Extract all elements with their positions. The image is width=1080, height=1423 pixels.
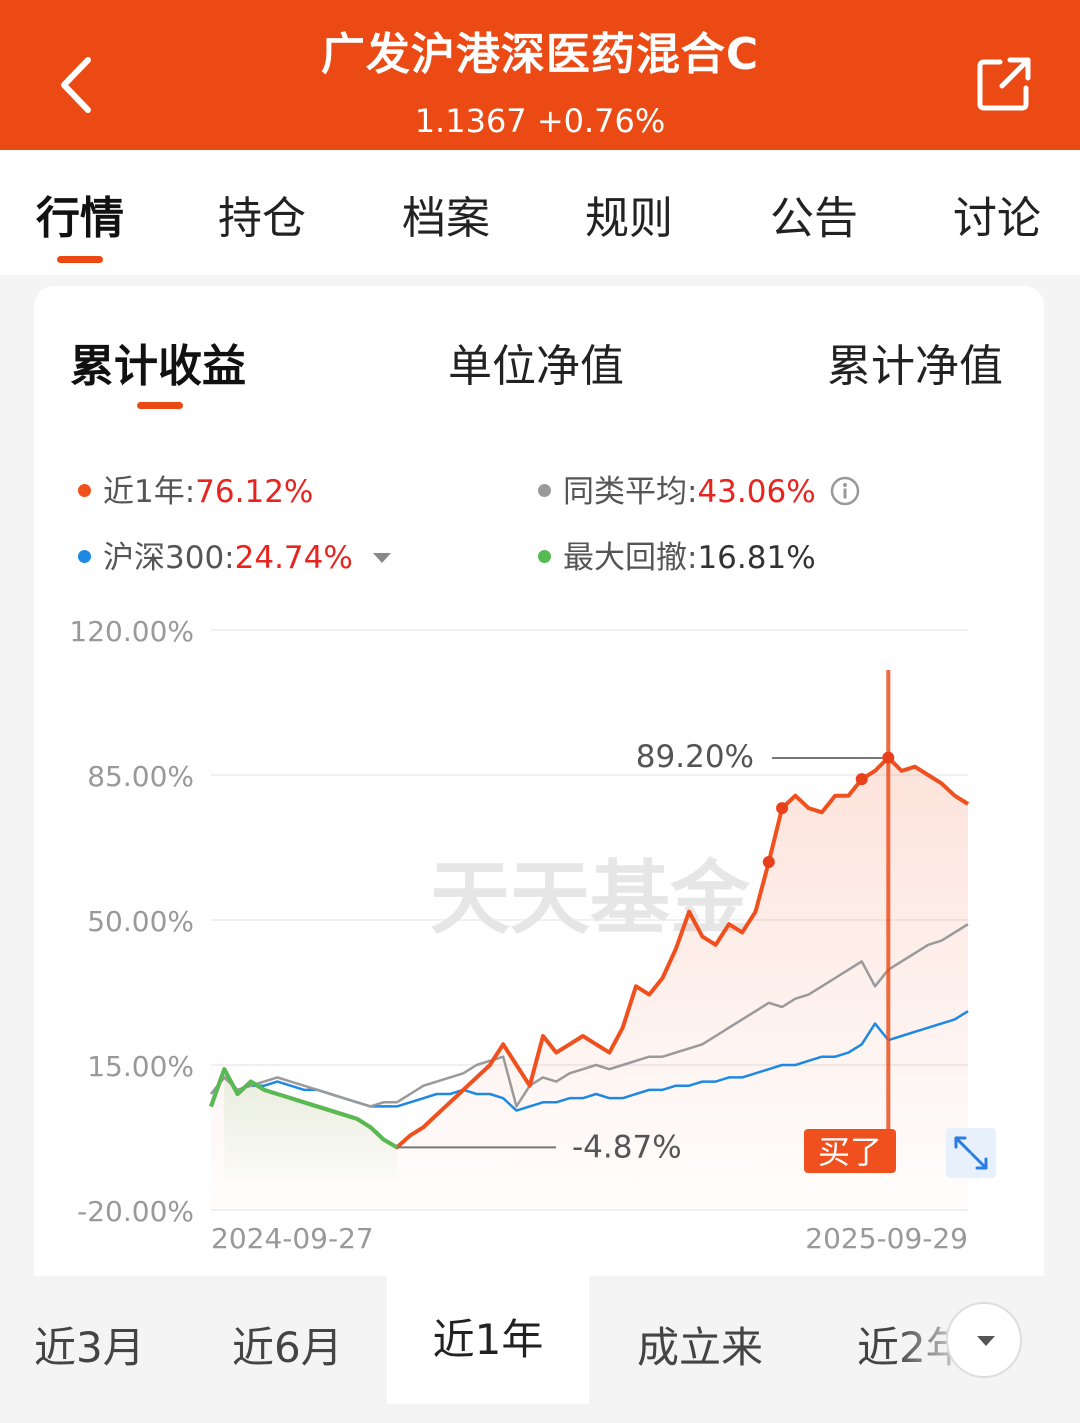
active-subtab-indicator	[137, 402, 183, 409]
legend-index[interactable]: 沪深300:24.74%	[78, 532, 391, 577]
fund-return-value: 76.12%	[195, 474, 314, 510]
buy-tag-label: 买了	[818, 1133, 882, 1171]
app-header: 广发沪港深医药混合C 1.1367 +0.76%	[0, 0, 1080, 150]
tab-rules[interactable]: 规则	[585, 193, 673, 244]
legend-dot	[538, 484, 551, 497]
y-tick-label: 120.00%	[69, 615, 194, 648]
y-tick-label: 15.00%	[87, 1050, 194, 1083]
tab-market[interactable]: 行情	[36, 193, 124, 244]
legend-fund: 近1年:76.12%	[78, 466, 313, 511]
subtab-unit-nav[interactable]: 单位净值	[448, 341, 624, 392]
category-avg-value: 43.06%	[697, 474, 816, 510]
period-selector: 近3月 近6月 近1年 成立来 近2年	[34, 1276, 1044, 1404]
trade-point[interactable]	[855, 773, 868, 786]
legend-max-drawdown: 最大回撤:16.81%	[538, 532, 816, 577]
low-label: -4.87%	[572, 1129, 682, 1165]
trade-point[interactable]	[762, 856, 775, 868]
expand-arrows-icon[interactable]	[946, 1128, 996, 1178]
series-line-1	[210, 923, 969, 1108]
performance-card: 累计收益 单位净值 累计净值 近1年:76.12% 同类平均:43.06% 沪深…	[34, 286, 1044, 1404]
subtab-cumulative-nav[interactable]: 累计净值	[827, 341, 1003, 392]
tab-profile[interactable]: 档案	[402, 193, 490, 244]
period-1y[interactable]: 近1年	[387, 1276, 589, 1404]
info-icon[interactable]	[830, 476, 860, 506]
period-6m[interactable]: 近6月	[232, 1323, 343, 1372]
return-chart[interactable]: 120.00% 85.00% 50.00% 15.00% -20.00% 天天基金 89…	[34, 286, 1044, 1276]
fund-area	[211, 757, 968, 1210]
period-3m[interactable]: 近3月	[34, 1323, 145, 1372]
tab-announcements[interactable]: 公告	[770, 193, 858, 244]
index-return-value: 24.74%	[234, 540, 353, 576]
more-periods-button[interactable]	[946, 1302, 1022, 1378]
share-external-icon[interactable]	[972, 52, 1036, 116]
tab-discussion[interactable]: 讨论	[953, 193, 1041, 244]
watermark: 天天基金	[430, 851, 751, 945]
high-point	[882, 751, 895, 764]
buy-tag[interactable]	[804, 1129, 896, 1173]
fund-title: 广发沪港深医药混合C	[320, 29, 760, 80]
y-tick-label: -20.00%	[77, 1195, 194, 1228]
legend-dot	[78, 484, 91, 497]
legend-dot	[78, 550, 91, 563]
period-since-inception[interactable]: 成立来	[637, 1323, 764, 1372]
tab-holdings[interactable]: 持仓	[218, 193, 306, 244]
drawdown-line	[209, 1067, 398, 1150]
y-tick-label: 85.00%	[87, 760, 194, 793]
fund-nav-change: 1.1367 +0.76%	[414, 102, 666, 140]
x-axis-start-label: 2024-09-27	[211, 1222, 374, 1255]
main-tabs: 行情 持仓 档案 规则 公告 讨论	[0, 150, 1080, 275]
active-tab-indicator	[57, 256, 103, 263]
legend-category-avg: 同类平均:43.06%	[538, 466, 860, 511]
high-label: 89.20%	[636, 739, 754, 775]
chevron-left-icon[interactable]	[52, 50, 102, 120]
trade-point[interactable]	[776, 802, 789, 815]
subtab-cumulative-return[interactable]: 累计收益	[70, 341, 246, 392]
y-tick-label: 50.00%	[87, 905, 194, 938]
x-axis-end-label: 2025-09-29	[805, 1222, 968, 1255]
legend-dot	[538, 550, 551, 563]
dropdown-caret-icon[interactable]	[372, 553, 391, 563]
max-drawdown-value: 16.81%	[697, 540, 816, 576]
